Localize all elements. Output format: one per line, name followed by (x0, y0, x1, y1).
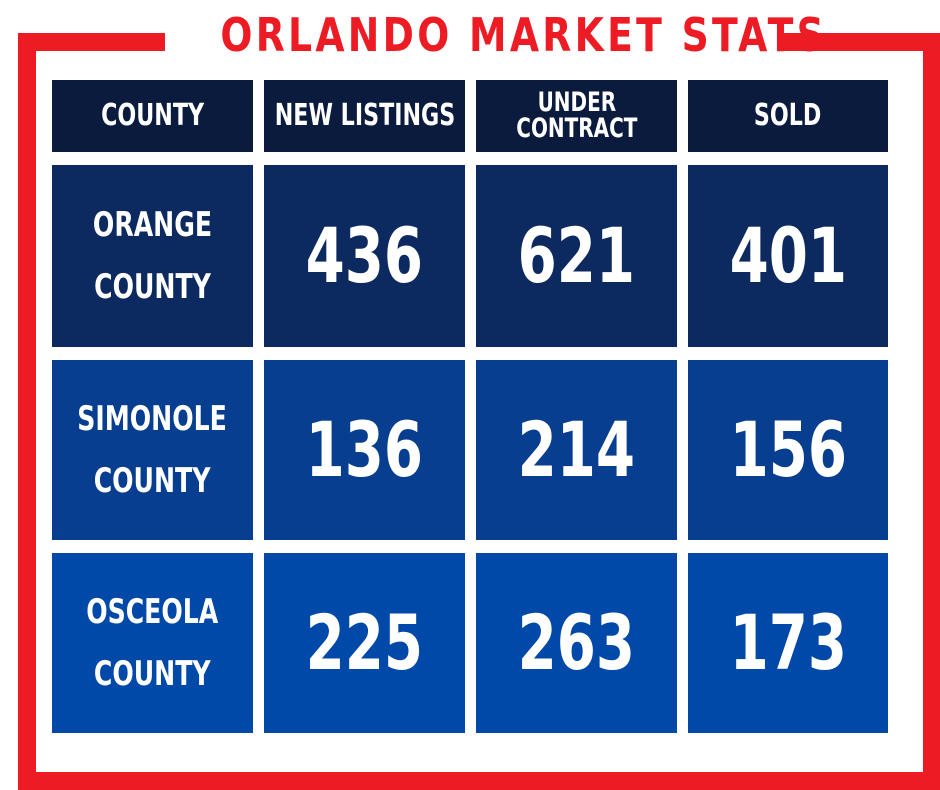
sold-value: 173 (729, 598, 847, 687)
county-name: ORANGE COUNTY (93, 194, 212, 318)
table-cell-sold: 173 (688, 553, 888, 733)
header-sold-label: SOLD (754, 98, 822, 133)
table-cell-under-contract: 214 (476, 360, 677, 540)
page-title: ORLANDO MARKET STATS (220, 8, 828, 62)
table-cell-sold: 401 (688, 165, 888, 347)
header-sold: SOLD (688, 80, 888, 152)
under-contract-value: 621 (517, 211, 636, 300)
table-cell-new-listings: 136 (264, 360, 465, 540)
new-listings-value: 136 (305, 405, 424, 494)
header-county-label: COUNTY (101, 98, 204, 133)
table-row-county-cell: SIMONOLE COUNTY (52, 360, 253, 540)
under-contract-value: 263 (517, 598, 636, 687)
header-under-contract-line1: UNDER (537, 87, 616, 118)
county-name-line1: SIMONOLE (77, 399, 228, 439)
table-cell-sold: 156 (688, 360, 888, 540)
sold-value: 156 (729, 405, 847, 494)
table-row-county-cell: ORANGE COUNTY (52, 165, 253, 347)
header-under-contract-label: UNDER CONTRACT (515, 87, 638, 144)
title-background (165, 0, 780, 70)
header-under-contract-line2: CONTRACT (515, 113, 638, 144)
header-county: COUNTY (52, 80, 253, 152)
new-listings-value: 436 (305, 211, 424, 300)
county-name-line1: OSCEOLA (86, 592, 219, 632)
county-name: SIMONOLE COUNTY (78, 388, 228, 512)
new-listings-value: 225 (305, 598, 424, 687)
county-name-line2: COUNTY (94, 461, 211, 501)
table-cell-new-listings: 436 (264, 165, 465, 347)
header-under-contract: UNDER CONTRACT (476, 80, 677, 152)
header-new-listings-label: NEW LISTINGS (274, 98, 455, 133)
table-cell-new-listings: 225 (264, 553, 465, 733)
county-name: OSCEOLA COUNTY (86, 581, 218, 705)
county-name-line2: COUNTY (94, 654, 211, 694)
under-contract-value: 214 (517, 405, 636, 494)
table-cell-under-contract: 621 (476, 165, 677, 347)
table-row-county-cell: OSCEOLA COUNTY (52, 553, 253, 733)
county-name-line1: ORANGE (92, 205, 213, 245)
header-new-listings: NEW LISTINGS (264, 80, 465, 152)
sold-value: 401 (729, 211, 847, 300)
table-cell-under-contract: 263 (476, 553, 677, 733)
county-name-line2: COUNTY (94, 267, 211, 307)
